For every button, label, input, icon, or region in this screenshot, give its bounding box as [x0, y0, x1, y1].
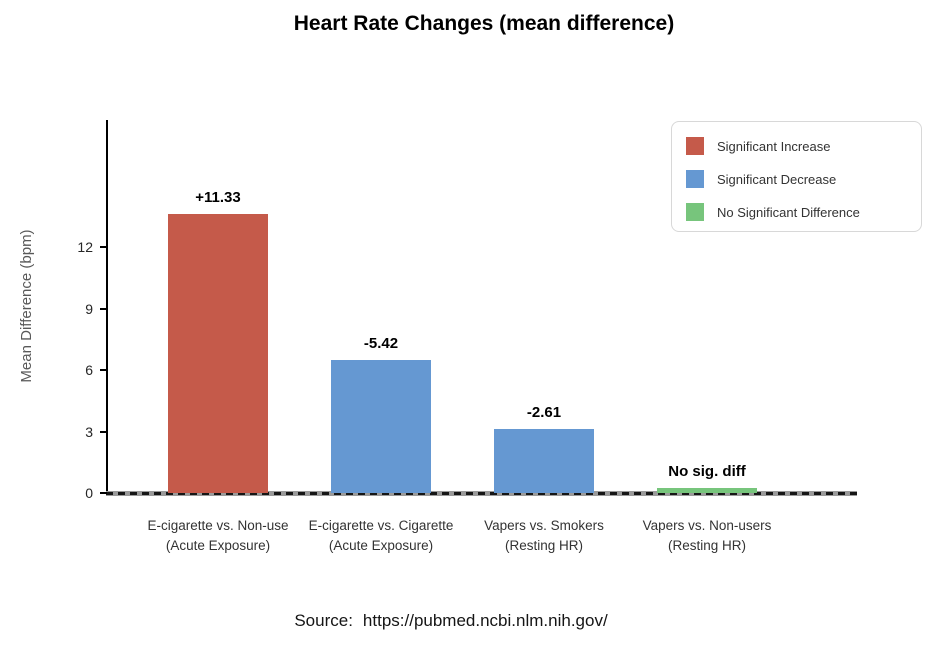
legend-swatch — [686, 203, 704, 221]
bar-value-label: -5.42 — [363, 335, 399, 352]
x-category-line1: E-cigarette vs. Cigarette — [308, 518, 454, 533]
y-tick-mark — [100, 492, 107, 494]
source-url: https://pubmed.ncbi.nlm.nih.gov/ — [362, 611, 608, 630]
y-axis-label: Mean Difference (bpm) — [18, 229, 35, 383]
legend-swatch — [686, 170, 704, 188]
x-category-label: E-cigarette vs. Non-use (Acute Exposure) — [130, 516, 306, 556]
legend-label: Significant Decrease — [717, 171, 837, 187]
legend-label: Significant Increase — [717, 138, 831, 154]
y-tick-mark — [100, 246, 107, 248]
chart-title: Heart Rate Changes (mean difference) — [293, 12, 675, 35]
x-category-line1: Vapers vs. Non-users — [642, 518, 772, 533]
x-category-line1: E-cigarette vs. Non-use — [147, 518, 289, 533]
y-tick-label: 0 — [85, 485, 93, 501]
y-tick-label: 12 — [77, 239, 93, 255]
legend: Significant Increase Significant Decrease… — [671, 121, 922, 232]
legend-row: No Significant Difference — [686, 203, 907, 221]
bar — [331, 360, 431, 493]
y-tick-mark — [100, 430, 107, 433]
legend-row: Significant Increase — [686, 137, 907, 155]
x-category-line2: (Acute Exposure) — [165, 538, 271, 553]
y-tick-mark — [100, 307, 107, 310]
x-category-label: Vapers vs. Smokers (Resting HR) — [456, 516, 632, 556]
source-label: Source: — [294, 611, 353, 630]
y-tick-label: 3 — [85, 423, 93, 440]
y-tick-label: 6 — [85, 362, 93, 378]
legend-row: Significant Decrease — [686, 170, 907, 188]
y-tick-label: 9 — [85, 300, 93, 317]
bar — [168, 214, 268, 493]
y-tick-mark — [100, 369, 107, 371]
x-category-line2: (Acute Exposure) — [328, 538, 434, 553]
bar-value-label: -2.61 — [526, 404, 562, 421]
x-category-line2: (Resting HR) — [667, 538, 746, 553]
y-axis-line — [106, 120, 108, 494]
legend-swatch — [686, 137, 704, 155]
bar-value-label: No sig. diff — [668, 463, 746, 480]
x-category-label: E-cigarette vs. Cigarette (Acute Exposure… — [293, 516, 469, 556]
bar-value-label: +11.33 — [195, 189, 241, 206]
source-caption: Source: https://pubmed.ncbi.nlm.nih.gov/ — [0, 611, 902, 631]
x-category-line1: Vapers vs. Smokers — [484, 518, 604, 533]
bar — [494, 429, 594, 493]
legend-label: No Significant Difference — [717, 204, 860, 220]
x-category-line2: (Resting HR) — [504, 538, 583, 553]
x-category-label: Vapers vs. Non-users (Resting HR) — [619, 516, 795, 556]
bar — [657, 488, 757, 493]
zero-dashed-line — [106, 492, 857, 495]
